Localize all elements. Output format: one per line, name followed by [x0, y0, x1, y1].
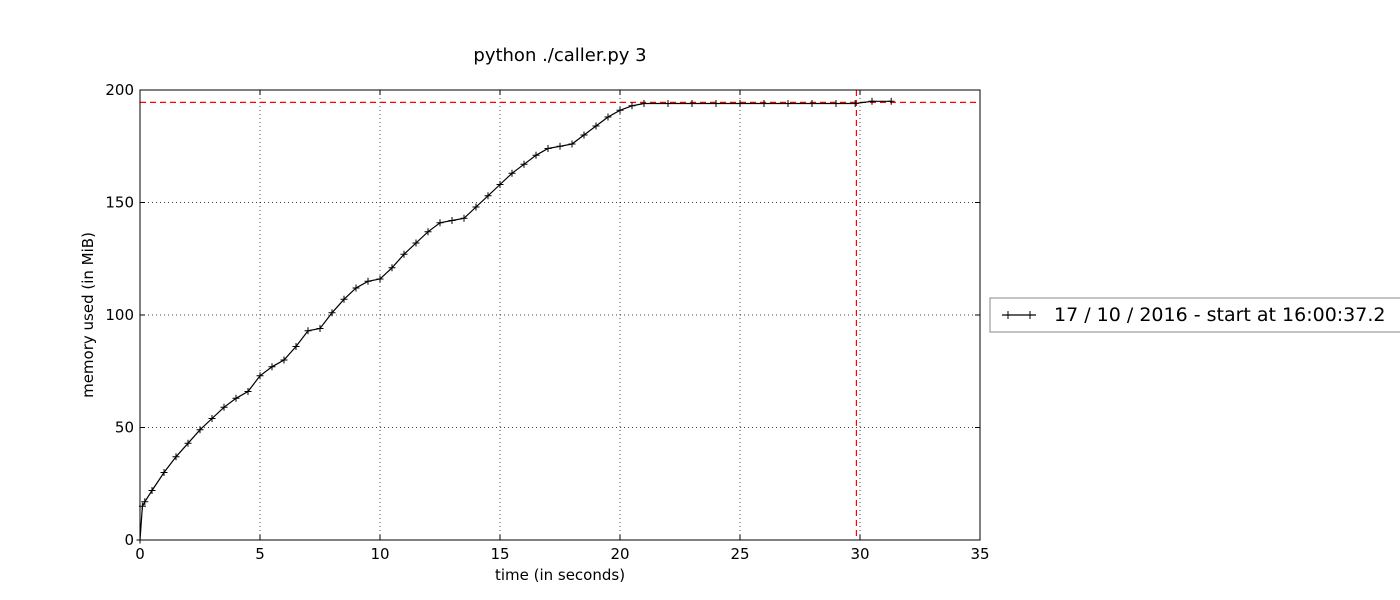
memory-data-point [160, 469, 168, 476]
memory-data-point [484, 192, 492, 200]
memory-data-point [196, 426, 204, 434]
legend-entry-label: 17 / 10 / 2016 - start at 16:00:37.2 [1054, 304, 1386, 326]
legend-box [989, 297, 1400, 333]
memory-data-point [412, 239, 420, 247]
memory-data-point [472, 203, 480, 211]
grid-layer [140, 90, 980, 540]
memory-data-point [808, 100, 816, 107]
y-tick-labels: 0 50 100 150 200 [105, 81, 134, 549]
y-tick-label: 0 [124, 531, 134, 549]
memory-data-point [604, 113, 612, 121]
series-layer [136, 97, 895, 544]
memory-data-point [364, 277, 372, 285]
memory-data-point [184, 439, 192, 447]
chart-title: python ./caller.py 3 [473, 45, 646, 66]
memory-data-point [328, 309, 336, 317]
memory-data-point [664, 100, 672, 107]
x-tick-label: 10 [370, 545, 389, 563]
legend-marker-sample [1004, 311, 1034, 319]
memory-data-point [592, 122, 600, 130]
memory-data-point [220, 403, 228, 411]
memory-data-point [868, 97, 876, 105]
memory-series-line [139, 100, 892, 541]
memory-data-point [424, 228, 432, 236]
memory-data-point [400, 250, 408, 258]
memory-data-point [616, 106, 624, 114]
memory-data-point [688, 100, 696, 107]
memory-data-point [141, 498, 149, 506]
memory-data-point [232, 394, 240, 402]
memory-data-point [340, 295, 348, 303]
memory-data-point [448, 217, 456, 224]
memory-data-point [244, 388, 252, 395]
x-tick-label: 35 [970, 545, 989, 563]
x-axis-label: time (in seconds) [495, 566, 625, 584]
x-tick-label: 30 [850, 545, 869, 563]
memory-data-point [388, 264, 396, 272]
memory-data-point [172, 453, 180, 461]
memory-data-point [280, 356, 288, 364]
memory-data-point [316, 325, 324, 332]
memory-data-point [851, 100, 859, 107]
x-tick-label: 5 [255, 545, 265, 563]
legend-marker [1026, 311, 1034, 319]
tick-marks [139, 89, 981, 541]
memory-data-point [887, 97, 895, 105]
memory-data-point [556, 142, 564, 150]
x-tick-label: 0 [135, 545, 145, 563]
x-tick-label: 20 [610, 545, 629, 563]
memory-data-point [784, 100, 792, 107]
x-tick-label: 25 [730, 545, 749, 563]
legend-marker [1004, 311, 1012, 319]
memory-data-point [436, 219, 444, 227]
memory-data-point [532, 151, 540, 159]
memory-data-point [376, 275, 384, 283]
memory-data-point [832, 100, 840, 107]
memory-data-point [148, 487, 156, 494]
memory-data-point [640, 100, 648, 107]
memory-data-point [520, 160, 528, 168]
y-tick-label: 200 [105, 81, 134, 99]
y-tick-label: 150 [105, 194, 134, 212]
memory-data-point [568, 140, 576, 148]
x-tick-label: 15 [490, 545, 509, 563]
memory-data-point [256, 372, 264, 380]
y-tick-label: 100 [105, 306, 134, 324]
memory-data-point [712, 100, 720, 107]
memory-data-point [544, 145, 552, 152]
legend: 17 / 10 / 2016 - start at 16:00:37.2 [989, 297, 1400, 333]
memory-data-point [736, 100, 744, 107]
memory-data-point [208, 415, 216, 422]
memory-data-point [628, 102, 636, 110]
memory-data-point [496, 181, 504, 188]
y-axis-label: memory used (in MiB) [79, 232, 97, 398]
memory-data-point [352, 284, 360, 292]
memory-data-point [580, 131, 588, 139]
memory-data-point [460, 214, 468, 222]
y-tick-label: 50 [115, 419, 134, 437]
memory-data-point [304, 327, 312, 335]
reference-lines [140, 90, 980, 540]
memory-data-point [508, 169, 516, 177]
memory-data-point [292, 343, 300, 350]
memory-data-point [268, 363, 276, 371]
x-tick-labels: 0 5 10 15 20 25 30 35 [135, 545, 989, 563]
memory-data-point [760, 100, 768, 107]
